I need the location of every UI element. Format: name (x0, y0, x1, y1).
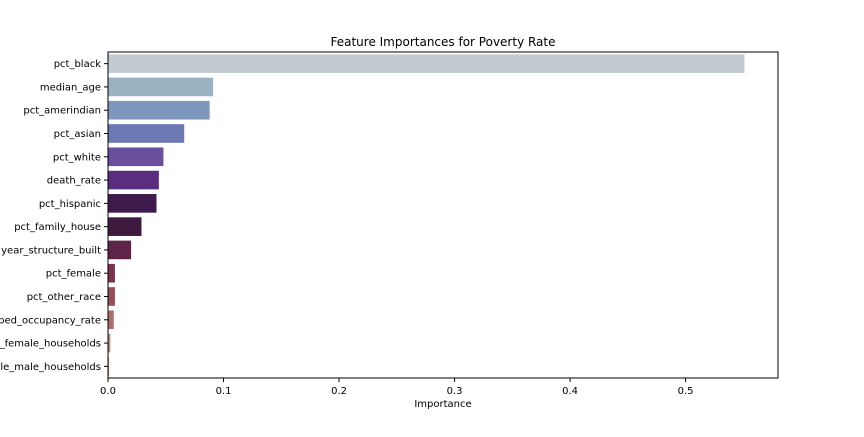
y-tick-label: ped_occupancy_rate (0, 315, 101, 326)
bar-pct_family_house (108, 217, 142, 236)
x-tick-label: 0.3 (447, 386, 463, 397)
x-tick-label: 0.0 (100, 386, 116, 397)
chart-title: Feature Importances for Poverty Rate (330, 35, 555, 49)
y-tick-label: death_rate (47, 176, 101, 187)
bar-ped_occupancy_rate (108, 310, 114, 330)
bar-year_structure_built (108, 240, 132, 260)
y-tick-label: pct_female (46, 269, 101, 280)
x-tick-label: 0.2 (331, 386, 347, 397)
y-tick-label: pct_amerindian (23, 106, 101, 117)
x-tick-label: 0.5 (678, 386, 694, 397)
bar-median_age (108, 77, 214, 97)
y-tick-label: le_male_households (0, 362, 101, 373)
y-tick-label: pct_other_race (27, 292, 101, 303)
bar-pct_other_race (108, 287, 115, 306)
y-tick-labels: pct_black median_age pct_amerindian pct_asi… (0, 59, 108, 373)
y-tick-label: _female_households (0, 339, 101, 350)
bar-_female_households (108, 333, 111, 353)
bar-le_male_households (108, 357, 110, 376)
x-axis: 0.0 0.1 0.2 0.3 0.4 0.5 (100, 378, 694, 397)
bar-pct_amerindian (108, 100, 210, 120)
bar-pct_female (108, 263, 115, 283)
y-tick-label: pct_white (53, 152, 101, 163)
x-axis-title: Importance (414, 399, 471, 410)
x-tick-label: 0.1 (216, 386, 232, 397)
y-tick-label: pct_asian (54, 129, 101, 140)
bar-pct_black (108, 54, 745, 73)
x-tick-label: 0.4 (562, 386, 578, 397)
bar-pct_hispanic (108, 194, 157, 213)
y-tick-label: pct_black (54, 59, 102, 70)
bar-pct_asian (108, 124, 185, 143)
y-tick-label: pct_family_house (14, 222, 101, 233)
y-tick-label: median_age (40, 82, 101, 93)
y-tick-label: pct_hispanic (39, 199, 101, 210)
bar-death_rate (108, 170, 159, 190)
plot-frame (107, 51, 779, 379)
y-tick-label: year_structure_built (1, 245, 101, 256)
bars-layer (108, 54, 745, 376)
bar-pct_white (108, 147, 164, 167)
